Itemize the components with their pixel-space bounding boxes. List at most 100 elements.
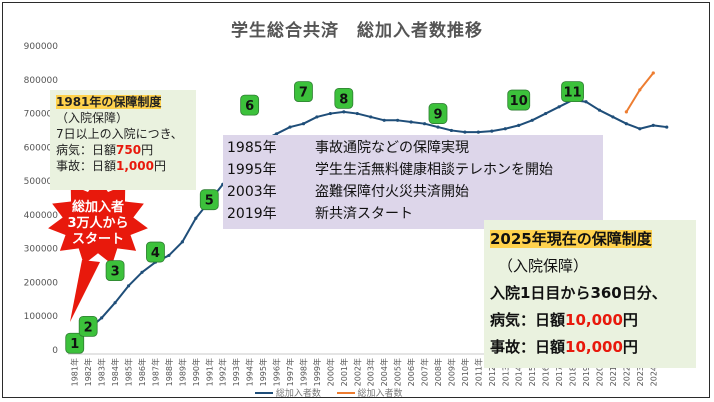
accident-label: 事故：日額 xyxy=(56,159,117,173)
data-point xyxy=(624,110,628,114)
box-1981-coverage: 1981年の保障制度 （入院保障） 7日以上の入院につき、 病気：日額750円 … xyxy=(50,90,196,190)
milestone-number: 4 xyxy=(151,246,160,261)
x-tick-label: 1990年 xyxy=(191,358,201,386)
accident-unit: 円 xyxy=(153,159,166,173)
history-year: 1995年 xyxy=(227,162,277,178)
series-lines xyxy=(73,71,669,342)
x-tick-label: 2018年 xyxy=(568,358,578,386)
x-tick-label: 2019年 xyxy=(581,358,591,386)
accident-value: 10,000 xyxy=(565,338,623,356)
x-tick-label: 2014年 xyxy=(514,358,524,386)
data-point xyxy=(328,111,332,116)
history-text: 学生生活無料健康相談テレホンを開始 xyxy=(315,162,553,178)
milestone-number: 10 xyxy=(510,94,528,109)
box-1981-accident: 事故：日額1,000円 xyxy=(56,158,190,174)
y-axis: 0 100000 200000 300000 400000 500000 600000 700… xyxy=(24,42,59,356)
box-2025-coverage: 2025年現在の保障制度 （入院保障） 入院1日目から360日分、 病気：日額1… xyxy=(484,220,696,368)
x-tick-label: 1995年 xyxy=(258,358,268,386)
data-point xyxy=(288,125,292,129)
x-tick-label: 1985年 xyxy=(124,358,134,386)
data-point xyxy=(611,115,615,119)
history-row: 1995年 学生生活無料健康相談テレホンを開始 xyxy=(227,159,599,181)
y-tick-label: 900000 xyxy=(24,42,59,52)
x-tick-label: 1984年 xyxy=(110,358,120,386)
y-tick-label: 0 xyxy=(52,346,58,356)
data-point xyxy=(167,253,171,258)
data-point xyxy=(140,270,144,274)
data-point xyxy=(597,108,602,112)
box-2025-duration: 入院1日目から360日分、 xyxy=(490,284,667,302)
data-point xyxy=(665,125,669,129)
y-tick-label: 800000 xyxy=(24,76,59,86)
y-tick-label: 400000 xyxy=(24,211,59,221)
milestone-marker xyxy=(78,315,98,337)
x-tick-label: 2020年 xyxy=(594,358,604,386)
milestone-marker xyxy=(105,260,125,282)
history-year: 2003年 xyxy=(227,184,277,200)
data-point xyxy=(396,118,400,122)
milestone-number: 2 xyxy=(84,320,93,335)
milestone-marker xyxy=(294,81,313,102)
burst-line-2: 3万人から xyxy=(67,216,129,231)
milestone-number: 7 xyxy=(299,86,308,101)
milestone-marker xyxy=(65,332,85,354)
box-1981-condition: 7日以上の入院につき、 xyxy=(56,127,183,141)
history-text: 新共済スタート xyxy=(315,206,413,222)
y-tick-label: 600000 xyxy=(24,143,59,153)
illness-unit: 円 xyxy=(141,143,154,157)
data-point xyxy=(544,111,548,116)
accident-unit: 円 xyxy=(622,338,638,356)
x-tick-label: 2024年 xyxy=(648,358,658,386)
x-tick-label: 2006年 xyxy=(406,358,416,386)
box-2025-subtitle: （入院保障） xyxy=(498,257,589,275)
data-point xyxy=(194,216,198,220)
x-tick-label: 1998年 xyxy=(298,358,308,386)
accident-label: 事故：日額 xyxy=(490,338,566,356)
data-point xyxy=(651,123,655,127)
x-tick-label: 2011年 xyxy=(473,358,483,386)
data-point xyxy=(463,130,467,134)
data-point xyxy=(274,132,279,136)
x-tick-label: 1989年 xyxy=(177,358,187,386)
data-point xyxy=(449,128,454,133)
x-tick-label: 1986年 xyxy=(137,358,147,386)
box-1981-illness: 病気：日額750円 xyxy=(56,142,190,158)
data-point xyxy=(584,100,588,104)
x-tick-label: 1983年 xyxy=(97,358,107,386)
data-point xyxy=(557,105,561,109)
x-tick-label: 2023年 xyxy=(635,358,645,386)
x-tick-label: 1996年 xyxy=(272,358,282,386)
history-box: 1985年 事故通院などの保障実現 1995年 学生生活無料健康相談テレホンを開始 … xyxy=(223,135,603,229)
data-point xyxy=(503,127,507,131)
illness-label: 病気：日額 xyxy=(56,143,117,157)
x-tick-label: 1991年 xyxy=(204,358,214,386)
box-1981-subtitle: （入院保障） xyxy=(56,111,129,125)
data-point xyxy=(180,240,184,244)
x-tick-label: 2009年 xyxy=(446,358,456,386)
x-tick-label: 2002年 xyxy=(352,358,362,386)
burst-line-1: 総加入者 xyxy=(71,200,124,215)
x-tick-label: 1997年 xyxy=(285,358,295,386)
x-tick-label: 2001年 xyxy=(339,358,349,386)
history-year: 2019年 xyxy=(227,206,277,222)
x-tick-label: 2008年 xyxy=(433,358,443,386)
milestone-marker xyxy=(240,94,260,116)
legend-label-navy: 総加入者数 xyxy=(275,389,321,399)
milestone-number: 1 xyxy=(70,337,79,352)
y-tick-label: 200000 xyxy=(24,278,59,288)
y-tick-label: 300000 xyxy=(24,245,59,255)
data-point xyxy=(382,118,386,122)
data-point xyxy=(651,71,655,75)
x-tick-label: 2016年 xyxy=(541,358,551,386)
data-point xyxy=(490,129,494,133)
x-axis: 1981年 1982年 1983年 1984年 1985年 1986年 1987年 1988年… xyxy=(68,353,660,386)
chart-legend: 総加入者数 総加入者数 xyxy=(255,386,403,399)
legend-label-orange: 総加入者数 xyxy=(357,389,403,399)
milestone-number: 9 xyxy=(433,108,442,123)
y-tick-label: 700000 xyxy=(24,110,59,120)
box-2025-illness: 病気：日額10,000円 xyxy=(490,307,690,334)
illness-label: 病気：日額 xyxy=(490,311,566,329)
data-point xyxy=(638,127,642,131)
data-point xyxy=(126,284,131,288)
x-tick-label: 2005年 xyxy=(393,358,403,386)
